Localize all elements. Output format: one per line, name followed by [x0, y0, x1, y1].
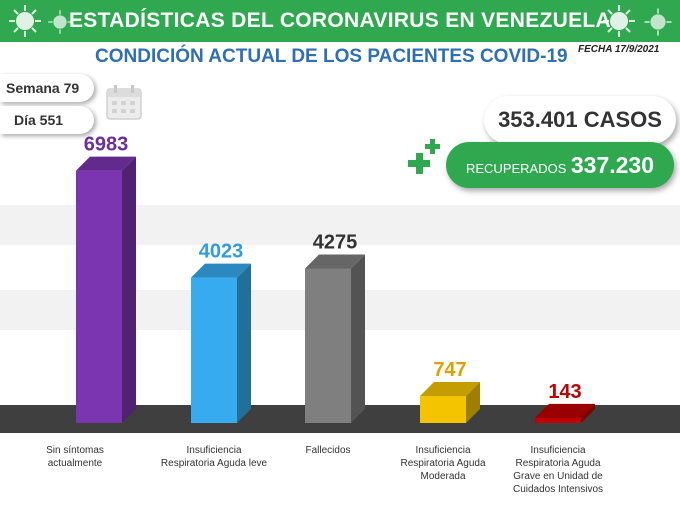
page-title: ESTADÍSTICAS DEL CORONAVIRUS EN VENEZUEL… — [68, 9, 612, 32]
total-cases-value: 353.401 CASOS — [498, 107, 662, 132]
category-label: Insuficiencia Respiratoria Aguda Moderad… — [400, 445, 486, 482]
date-label: FECHA 17/9/2021 — [578, 44, 660, 55]
page-subtitle: CONDICIÓN ACTUAL DE LOS PACIENTES COVID-… — [95, 46, 568, 67]
bar-chart: 6983 4023 4275 747 143 — [0, 134, 680, 433]
data-label: 747 — [433, 359, 466, 381]
calendar-icon — [106, 85, 142, 120]
category-label: Insuficiencia Respiratoria Aguda leve — [160, 445, 268, 469]
category-label: Insuficiencia Respiratoria Aguda Grave e… — [512, 445, 604, 495]
data-label: 143 — [548, 381, 581, 403]
recovered-badge: RECUPERADOS 337.230 — [446, 142, 674, 188]
virus-icon — [9, 5, 41, 37]
category-label: Sin síntomas actualmente — [46, 445, 104, 469]
day-label: Día 551 — [14, 112, 64, 128]
recovered-value: 337.230 — [570, 152, 654, 178]
bar — [535, 403, 595, 423]
week-badge: Semana 79 — [0, 74, 94, 102]
category-label: Fallecidos — [305, 445, 351, 456]
data-label: 6983 — [84, 134, 129, 156]
week-label: Semana 79 — [6, 80, 80, 96]
bar — [76, 156, 136, 423]
total-cases-badge: 353.401 CASOS — [484, 96, 676, 144]
day-badge: Día 551 — [0, 106, 94, 134]
data-label: 4023 — [199, 241, 244, 263]
bar — [305, 254, 365, 423]
header-bar — [0, 0, 680, 42]
bar — [191, 263, 251, 423]
virus-icon — [644, 8, 672, 36]
virus-icon — [603, 5, 635, 37]
bar — [420, 382, 480, 423]
virus-icon — [48, 10, 72, 34]
recovered-label: RECUPERADOS — [465, 161, 567, 176]
data-label: 4275 — [313, 231, 358, 253]
